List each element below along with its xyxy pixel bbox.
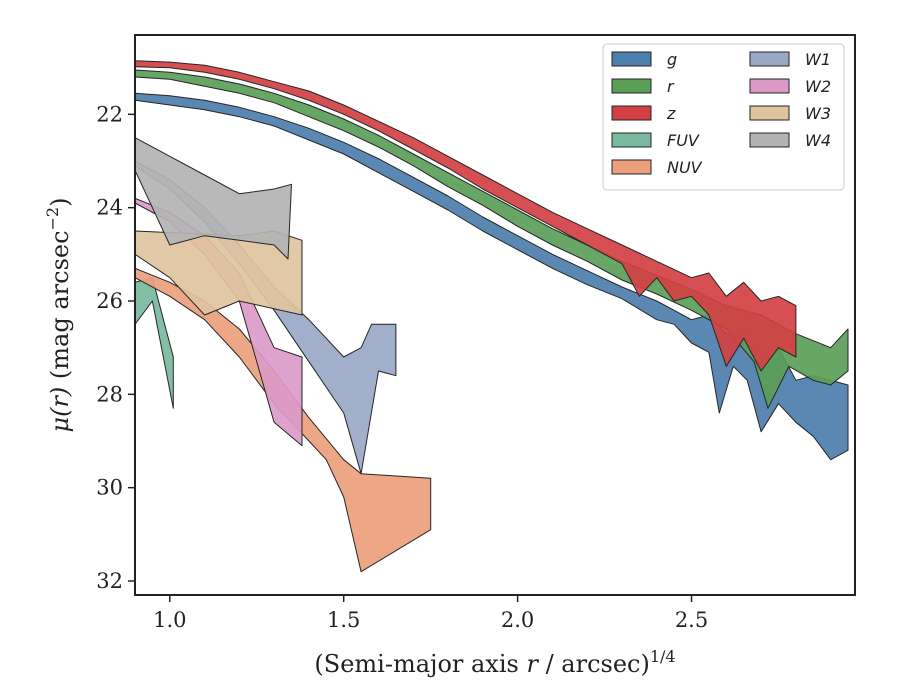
legend-label-w2: W2: [805, 77, 831, 96]
legend-label-fuv: FUV: [667, 131, 700, 150]
y-tick-label: 22: [96, 102, 123, 126]
legend-swatch-w4: [749, 132, 790, 148]
y-tick-label: 28: [96, 382, 123, 406]
area-w4: [135, 137, 292, 260]
y-tick-label: 32: [96, 569, 123, 593]
area-g: [135, 92, 849, 461]
x-axis-ticks: 1.0 1.5 2.0 2.5: [153, 595, 708, 632]
legend-label-nuv: NUV: [667, 158, 703, 177]
legend-label-w3: W3: [805, 104, 831, 123]
y-tick-label: 24: [96, 196, 123, 220]
legend-swatch-fuv: [611, 132, 652, 148]
legend-label-r: r: [667, 77, 675, 96]
legend-swatch-w3: [749, 105, 790, 121]
legend-label-g: g: [667, 50, 677, 69]
legend-swatch-z: [611, 105, 652, 121]
legend-label-w4: W4: [805, 131, 831, 150]
legend-label-z: z: [666, 104, 676, 123]
plot-frame: [134, 34, 856, 596]
y-tick-label: 26: [96, 289, 123, 313]
legend-swatch-w2: [749, 78, 790, 94]
area-series-group: [135, 60, 849, 573]
x-tick-label: 2.0: [501, 608, 534, 632]
y-axis-ticks: 22 24 26 28 30 32: [96, 102, 135, 593]
x-tick-label: 1.5: [327, 608, 360, 632]
x-tick-label: 1.0: [153, 608, 186, 632]
area-z: [135, 60, 797, 372]
legend-swatch-nuv: [611, 159, 652, 175]
legend-swatch-w1: [749, 51, 790, 67]
area-nuv: [135, 267, 432, 573]
y-axis-label: μ(r) (mag arcsec−2): [43, 198, 74, 433]
x-axis-label: (Semi-major axis r / arcsec)1/4: [314, 647, 675, 678]
y-tick-label: 30: [96, 476, 123, 500]
legend-swatch-g: [611, 51, 652, 67]
legend-swatch-r: [611, 78, 652, 94]
legend: grz FUV NUV W1 W2 W3 W4: [602, 43, 845, 191]
area-r: [135, 69, 849, 409]
x-tick-label: 2.5: [675, 608, 708, 632]
legend-label-w1: W1: [805, 50, 831, 69]
